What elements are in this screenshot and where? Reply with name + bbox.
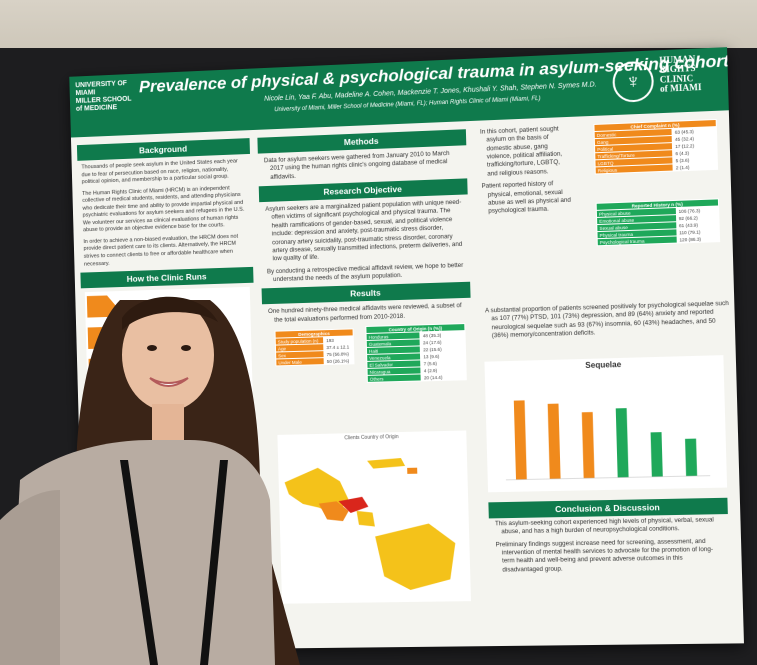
background-bullet: The Human Rights Clinic of Miami (HRCM) … bbox=[82, 184, 248, 235]
map-region-haiti bbox=[407, 468, 417, 474]
x-axis bbox=[506, 476, 710, 480]
history-value: 120 (86.3) bbox=[677, 234, 720, 243]
human-rights-clinic-logo: ♆ HUMAN RIGHTS CLINIC of MIAMI bbox=[612, 51, 725, 111]
bar-anxiety bbox=[582, 412, 595, 478]
demographics-row: Under Male 50 (26.1%) bbox=[276, 357, 354, 366]
country-label: Others bbox=[367, 374, 421, 382]
conclusion-body: This asylum-seeking cohort experienced h… bbox=[489, 516, 730, 579]
cohort-bullet: In this cohort, patient sought asylum on… bbox=[478, 125, 573, 179]
conclusion-bullet: This asylum-seeking cohort experienced h… bbox=[493, 516, 724, 537]
chief-complaint-table: Chief Complaint n (%) Domestic 63 (45.3) G… bbox=[593, 119, 718, 175]
research-poster: UNIVERSITY OF MIAMI MILLER SCHOOL of MED… bbox=[69, 47, 744, 650]
cohort-notes: In this cohort, patient sought asylum on… bbox=[474, 125, 578, 221]
column-middle: Methods Data for asylum seekers were gat… bbox=[257, 129, 473, 400]
sequelae-chart: Sequelae bbox=[484, 355, 727, 492]
methods-bullet: Data for asylum seekers were gathered fr… bbox=[262, 149, 463, 182]
background-bullet: Thousands of people seek asylum in the U… bbox=[81, 158, 246, 187]
bar-headaches bbox=[651, 432, 663, 477]
objective-bullet: By conducting a retrospective medical af… bbox=[265, 261, 466, 284]
origin-map: Clients Country of Origin bbox=[277, 430, 471, 603]
flow-arrow bbox=[88, 327, 117, 349]
demographics-label: Under Male bbox=[276, 358, 325, 366]
bar-insomnia bbox=[616, 408, 629, 477]
country-table: Country of Origin (n (%)) Honduras 48 (35… bbox=[365, 323, 466, 383]
conclusion-bullet: Preliminary findings suggest increase ne… bbox=[494, 537, 726, 575]
column-right: In this cohort, patient sought asylum on… bbox=[474, 119, 723, 129]
results-bullet: One hundred ninety-three medical affidav… bbox=[266, 302, 467, 325]
history-label: Psychological trauma bbox=[597, 236, 677, 246]
clinic-wordmark: HUMAN RIGHTS CLINIC of MIAMI bbox=[659, 54, 702, 94]
bar-ptsd bbox=[514, 400, 527, 479]
bar-depression bbox=[548, 404, 561, 479]
conclusion-heading: Conclusion & Discussion bbox=[488, 498, 727, 519]
map-region-nicaragua bbox=[357, 511, 375, 527]
results-heading: Results bbox=[262, 282, 471, 305]
map-region-cuba bbox=[367, 458, 405, 469]
school-subname: of MEDICINE bbox=[76, 104, 132, 114]
demographics-table: Demographics Study population (n) 193 Age 3… bbox=[275, 328, 355, 366]
clinic-flow-diagram bbox=[85, 287, 254, 440]
central-america-map bbox=[278, 439, 471, 602]
sequelae-bar-chart bbox=[484, 355, 727, 492]
org-word-4: of MIAMI bbox=[660, 83, 702, 94]
flow-arrow bbox=[87, 295, 116, 318]
column-left: Background Thousands of people seek asyl… bbox=[77, 138, 258, 439]
complaint-value: 2 (1.4) bbox=[673, 162, 717, 171]
background-heading: Background bbox=[77, 138, 250, 161]
sequelae-bullet: A substantial proportion of patients scr… bbox=[483, 300, 731, 341]
results-tables: Demographics Study population (n) 193 Age 3… bbox=[267, 323, 470, 398]
cohort-bullet: Patient reported history of physical, em… bbox=[479, 180, 573, 217]
reported-history-table: Reported History n (%) Physical abuse 106… bbox=[596, 198, 721, 246]
university-logo: UNIVERSITY OF MIAMI MILLER SCHOOL of MED… bbox=[75, 80, 132, 132]
map-region-venezuela bbox=[375, 523, 457, 590]
flow-arrow bbox=[89, 358, 118, 380]
bar-memory-concentration bbox=[685, 439, 697, 477]
country-value: 20 (14.4) bbox=[421, 373, 466, 381]
objective-bullet: Asylum seekers are a marginalized patien… bbox=[263, 199, 465, 264]
demographics-value: 50 (26.1%) bbox=[324, 357, 354, 365]
background-bullet: In order to achieve a non-biased evaluat… bbox=[83, 233, 249, 268]
poster-board: UNIVERSITY OF MIAMI MILLER SCHOOL of MED… bbox=[0, 48, 757, 665]
tree-icon: ♆ bbox=[612, 61, 654, 103]
country-row: Others 20 (14.4) bbox=[367, 373, 466, 383]
how-clinic-runs-heading: How the Clinic Runs bbox=[80, 267, 253, 288]
